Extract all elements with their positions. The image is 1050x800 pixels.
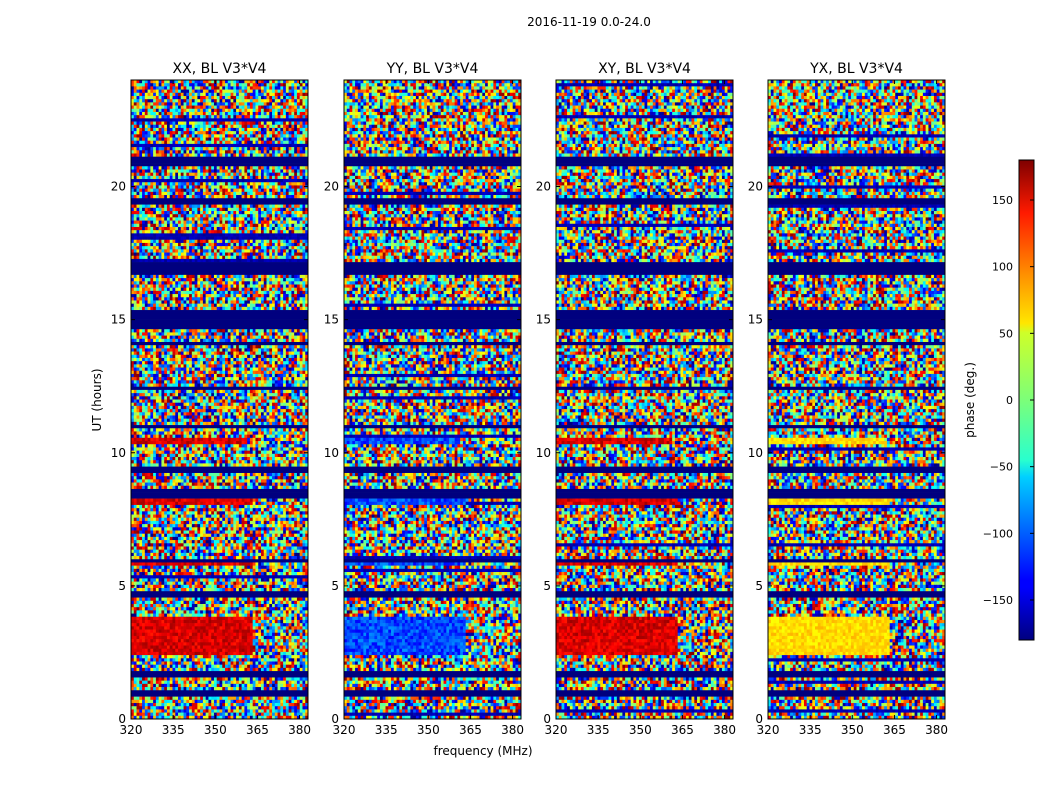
y-tick-label: 15 xyxy=(536,313,551,327)
y-tick-label: 10 xyxy=(536,446,551,460)
figure-suptitle: 2016-11-19 0.0-24.0 xyxy=(527,15,651,29)
y-tick-label: 20 xyxy=(111,180,126,194)
x-tick-label: 365 xyxy=(246,723,269,737)
y-tick-label: 20 xyxy=(324,180,339,194)
y-tick-label: 15 xyxy=(748,313,763,327)
y-tick-label: 0 xyxy=(543,712,551,726)
y-tick-label: 20 xyxy=(536,180,551,194)
x-tick-label: 350 xyxy=(204,723,227,737)
panel-heatmap xyxy=(556,80,733,719)
panel-title: YX, BL V3*V4 xyxy=(809,61,903,77)
x-tick-label: 320 xyxy=(333,723,356,737)
x-tick-label: 335 xyxy=(799,723,822,737)
colorbar-tick-label: 0 xyxy=(1006,394,1013,407)
y-tick-label: 15 xyxy=(111,313,126,327)
colorbar-tick-label: −150 xyxy=(983,594,1013,607)
y-tick-label: 5 xyxy=(755,579,763,593)
panel-frame xyxy=(130,79,309,720)
x-tick-label: 380 xyxy=(925,723,948,737)
panel-heatmap xyxy=(768,80,945,719)
y-tick-label: 10 xyxy=(748,446,763,460)
y-tick-label: 5 xyxy=(331,579,339,593)
x-tick-label: 320 xyxy=(120,723,143,737)
y-tick-label: 15 xyxy=(324,313,339,327)
x-tick-label: 365 xyxy=(671,723,694,737)
x-tick-label: 335 xyxy=(162,723,185,737)
x-tick-label: 350 xyxy=(841,723,864,737)
y-tick-label: 0 xyxy=(755,712,763,726)
panel-2: XY, BL V3*V4 320 335 350 365 380 0 5 10 15 20 xyxy=(536,61,736,737)
x-tick-label: 335 xyxy=(587,723,610,737)
panel-title: XX, BL V3*V4 xyxy=(173,61,267,77)
y-tick-label: 10 xyxy=(324,446,339,460)
panel-heatmap xyxy=(344,80,521,719)
panel-frame xyxy=(343,79,522,720)
x-tick-label: 380 xyxy=(288,723,311,737)
panel-0: XX, BL V3*V4 320 335 350 365 380 0 5 10 15 20 xyxy=(111,61,311,737)
y-tick-label: 0 xyxy=(331,712,339,726)
y-tick-label: 5 xyxy=(543,579,551,593)
x-tick-label: 335 xyxy=(375,723,398,737)
x-tick-label: 320 xyxy=(757,723,780,737)
x-tick-label: 320 xyxy=(545,723,568,737)
x-tick-label: 365 xyxy=(459,723,482,737)
x-tick-label: 380 xyxy=(501,723,524,737)
colorbar: phase (deg.) 150 100 50 0 −50 −100 −150 xyxy=(963,159,1035,641)
panel-frame xyxy=(767,79,946,720)
x-axis-label: frequency (MHz) xyxy=(433,744,532,758)
colorbar-tick-label: 50 xyxy=(999,327,1013,340)
colorbar-tick-label: 150 xyxy=(992,194,1013,207)
colorbar-tick-label: −100 xyxy=(983,527,1013,540)
colorbar-label: phase (deg.) xyxy=(963,362,977,438)
y-axis-label: UT (hours) xyxy=(90,368,104,431)
y-tick-label: 20 xyxy=(748,180,763,194)
panel-1: YY, BL V3*V4 320 335 350 365 380 0 5 10 15 20 xyxy=(324,61,524,737)
colorbar-tick-label: 100 xyxy=(992,261,1013,274)
colorbar-tick-label: −50 xyxy=(990,461,1013,474)
panel-title: YY, BL V3*V4 xyxy=(386,61,479,77)
x-tick-label: 380 xyxy=(713,723,736,737)
x-tick-label: 350 xyxy=(417,723,440,737)
panel-3: YX, BL V3*V4 320 335 350 365 380 0 5 10 15 20 xyxy=(748,61,948,737)
panel-frame xyxy=(555,79,734,720)
y-tick-label: 5 xyxy=(118,579,126,593)
panel-title: XY, BL V3*V4 xyxy=(598,61,691,77)
panel-heatmap xyxy=(131,80,308,719)
x-tick-label: 350 xyxy=(629,723,652,737)
y-tick-label: 10 xyxy=(111,446,126,460)
x-tick-label: 365 xyxy=(883,723,906,737)
y-tick-label: 0 xyxy=(118,712,126,726)
